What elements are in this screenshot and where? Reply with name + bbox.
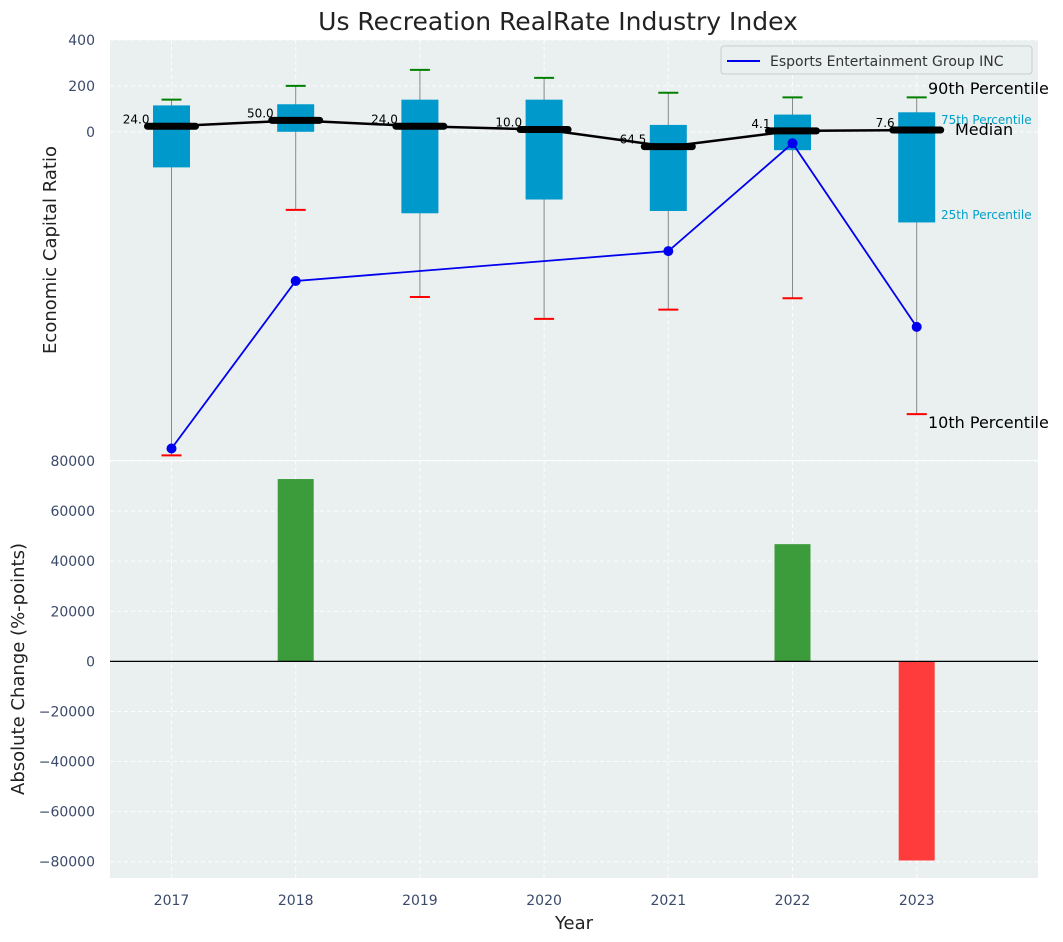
box-iqr [525, 99, 563, 200]
box-iqr [649, 124, 687, 211]
bar-layer [110, 479, 1038, 861]
box-iqr [153, 105, 190, 168]
box-plot-layer: 24.0 50.0 24.0 10.0 -64.5 4.1 7.6 [123, 68, 945, 457]
median-value-label: 10.0 [495, 116, 522, 130]
top-y-tick-label: 400 [68, 33, 95, 49]
annotation-p90: 90th Percentile [928, 79, 1049, 98]
bottom-y-ticks: −80000 −60000 −40000 −20000 0 20000 40000 60000… [39, 454, 95, 871]
bottom-y-tick-label: 40000 [50, 554, 95, 570]
legend-label: Esports Entertainment Group INC [770, 54, 1004, 70]
bottom-plot-background [110, 461, 1038, 878]
company-series-point [911, 321, 922, 332]
x-ticks: 2017 2018 2019 2020 2021 2022 2023 [154, 893, 935, 909]
bottom-y-tick-label: 20000 [50, 604, 95, 620]
top-plot-background [110, 40, 1038, 460]
bottom-y-tick-label: −60000 [39, 805, 95, 821]
change-bar [774, 544, 811, 662]
chart-title: Us Recreation RealRate Industry Index [318, 7, 798, 36]
median-value-label: 24.0 [371, 112, 398, 126]
company-series-point [166, 443, 177, 454]
median-value-label: 50.0 [247, 106, 274, 120]
company-series-point [787, 138, 798, 149]
top-y-tick-label: 200 [68, 79, 95, 95]
bottom-y-tick-label: −80000 [39, 855, 95, 871]
x-tick-label: 2017 [154, 893, 190, 909]
company-series-point [290, 275, 301, 286]
top-y-ticks: 0 200 400 [68, 33, 95, 141]
bottom-y-axis-label: Absolute Change (%-points) [8, 543, 29, 795]
annotation-p10: 10th Percentile [928, 413, 1049, 432]
annotation-p25: 25th Percentile [941, 208, 1032, 222]
x-tick-label: 2019 [402, 893, 438, 909]
annotation-p75: 75th Percentile [941, 113, 1032, 127]
legend-box [720, 45, 1033, 75]
x-tick-label: 2020 [526, 893, 562, 909]
company-series-point [663, 246, 674, 257]
bottom-y-tick-label: 0 [86, 654, 95, 670]
median-value-label: 24.0 [123, 112, 150, 126]
x-tick-label: 2022 [775, 893, 811, 909]
top-y-tick-label: 0 [86, 125, 95, 141]
change-bar [277, 479, 314, 662]
median-value-label: -64.5 [615, 133, 646, 147]
bottom-y-tick-label: −20000 [39, 704, 95, 720]
x-tick-label: 2018 [278, 893, 314, 909]
bottom-y-tick-label: 80000 [50, 454, 95, 470]
box-iqr [401, 99, 439, 214]
x-tick-label: 2021 [650, 893, 686, 909]
x-axis-label: Year [554, 913, 594, 934]
bottom-y-tick-label: 60000 [50, 504, 95, 520]
legend: Esports Entertainment Group INC [720, 45, 1033, 75]
x-tick-label: 2023 [899, 893, 935, 909]
median-value-label: 4.1 [751, 117, 770, 131]
bottom-y-tick-label: −40000 [39, 755, 95, 771]
median-value-label: 7.6 [876, 116, 895, 130]
annotation-median: Median [955, 120, 1013, 139]
top-y-axis-label: Economic Capital Ratio [40, 146, 61, 354]
change-bar [898, 661, 935, 861]
